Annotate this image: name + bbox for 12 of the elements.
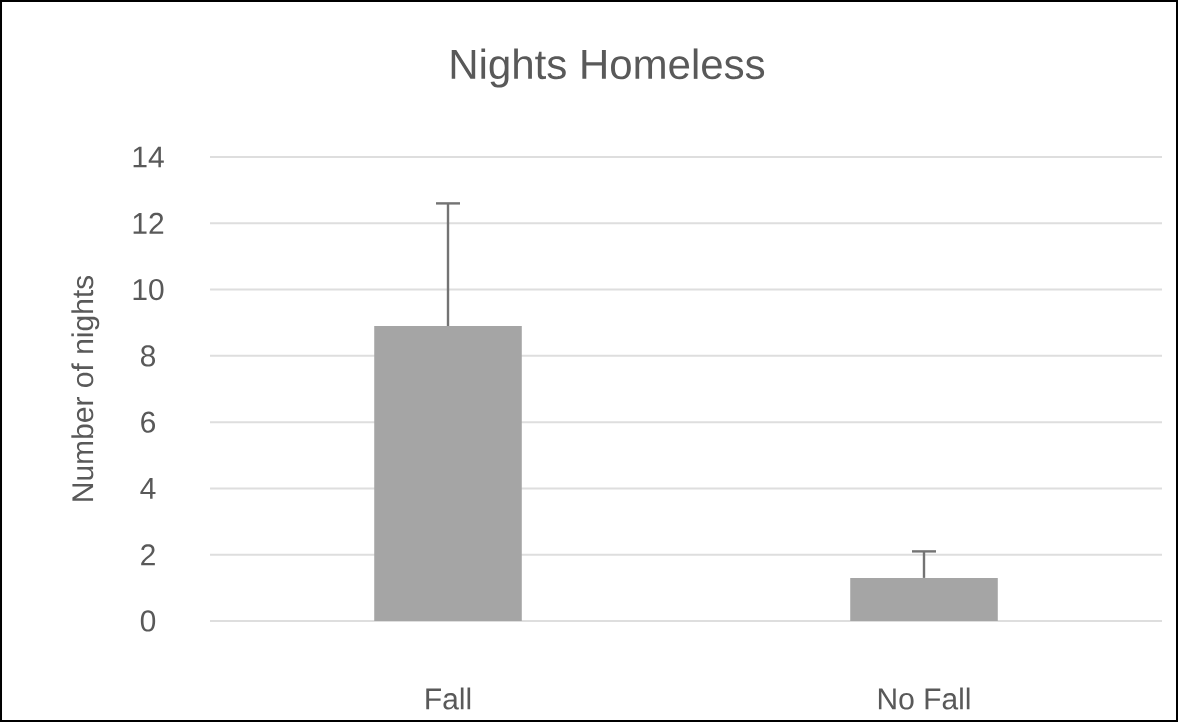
y-tick-label: 0 xyxy=(140,610,156,632)
x-tick-label: No Fall xyxy=(878,687,970,710)
y-tick-label: 10 xyxy=(133,278,164,301)
y-tick-label: 12 xyxy=(133,212,164,234)
y-tick-label: 14 xyxy=(133,146,164,168)
y-axis-title: Number of nights xyxy=(71,275,100,501)
y-tick-label: 2 xyxy=(141,544,155,566)
y-tick-label: 8 xyxy=(140,345,156,367)
chart-title: Nights Homeless xyxy=(451,48,765,88)
x-tick-label: Fall xyxy=(426,687,471,710)
y-tick-label: 4 xyxy=(140,478,156,499)
y-tick-label: 6 xyxy=(141,411,156,433)
